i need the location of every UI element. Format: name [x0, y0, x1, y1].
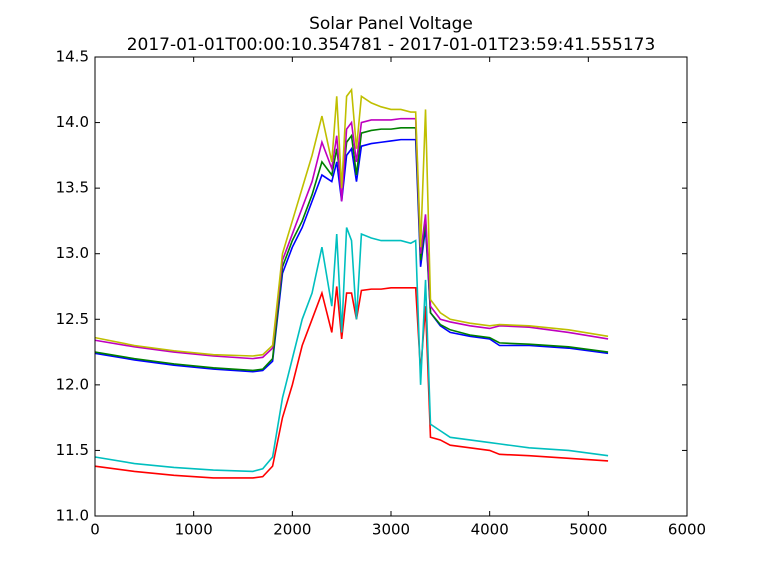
data-line	[94, 286, 609, 479]
y-tick-label: 11.5	[56, 441, 89, 459]
chart-subtitle: 2017-01-01T00:00:10.354781 - 2017-01-01T…	[127, 35, 656, 55]
data-line	[94, 117, 609, 360]
chart-title: Solar Panel Voltage	[309, 14, 473, 34]
x-tick-label: 5000	[569, 521, 607, 539]
y-tick-label: 13.0	[56, 244, 89, 262]
y-tick-label: 12.5	[56, 310, 89, 328]
x-tick-label: 6000	[668, 521, 706, 539]
data-line	[94, 127, 609, 372]
y-tick-label: 14.5	[56, 48, 89, 66]
y-tick-label: 11.0	[56, 507, 89, 525]
data-line	[94, 227, 609, 473]
x-tick-label: 3000	[372, 521, 410, 539]
data-line	[94, 138, 609, 373]
y-tick-label: 14.0	[56, 113, 89, 131]
y-tick-label: 13.5	[56, 179, 89, 197]
x-tick-label: 1000	[175, 521, 213, 539]
data-line	[94, 87, 609, 357]
y-tick-label: 12.0	[56, 375, 89, 393]
x-tick-label: 2000	[273, 521, 311, 539]
x-tick-label: 4000	[471, 521, 509, 539]
x-tick-label: 0	[90, 521, 100, 539]
